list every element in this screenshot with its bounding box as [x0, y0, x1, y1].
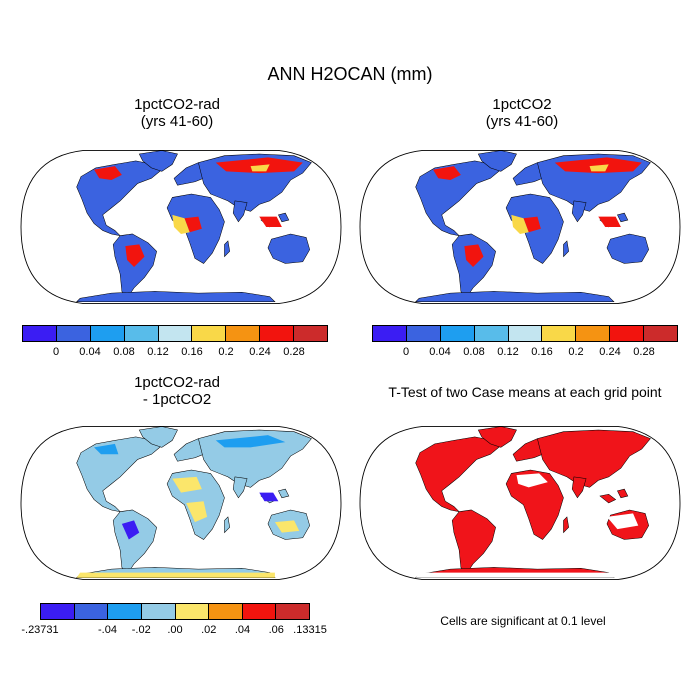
colorbar-swatch: [644, 326, 678, 341]
colorbar-swatch: [175, 604, 210, 619]
high-value-regions: [94, 157, 303, 267]
colorbar-swatch: [226, 326, 261, 341]
colorbar-swatch: [209, 604, 243, 619]
colorbar-swatch: [56, 326, 91, 341]
colorbar-tick-label: .13315: [293, 624, 327, 636]
colorbar-swatch: [276, 604, 309, 619]
colorbar-swatch: [474, 326, 509, 341]
colorbar-swatch: [108, 604, 142, 619]
panel3-title-line1: 1pctCO2-rad: [134, 374, 220, 391]
colorbar-tick-label: 0.24: [599, 346, 621, 358]
colorbar-swatch: [260, 326, 295, 341]
colorbar-tick-label: 0.12: [497, 346, 519, 358]
colorbar-tick-label: 0.16: [181, 346, 203, 358]
colorbar-panel2: [372, 325, 678, 342]
colorbar-swatch: [373, 326, 407, 341]
colorbar-tick-label: 0.04: [79, 346, 101, 358]
colorbar-swatch: [90, 326, 125, 341]
panel2-title: 1pctCO2 (yrs 41-60): [357, 96, 687, 130]
colorbar-swatch: [294, 326, 328, 341]
colorbar-swatch: [542, 326, 577, 341]
colorbar-swatch: [242, 604, 277, 619]
panel1-title-line1: 1pctCO2-rad: [134, 96, 220, 113]
colorbar-swatch: [124, 326, 159, 341]
map-panel-1pctco2: [359, 150, 681, 304]
colorbar-swatch: [141, 604, 176, 619]
colorbar-difference: [40, 603, 310, 620]
colorbar-tick-label: .02: [201, 624, 217, 636]
colorbar-tick-label: 0.08: [463, 346, 485, 358]
panel3-title: 1pctCO2-rad - 1pctCO2: [12, 374, 342, 408]
colorbar-panel2-labels: 0 0.04 0.08 0.12 0.16 0.2 0.24 0.28: [372, 346, 678, 360]
colorbar-tick-label: 0.2: [218, 346, 234, 358]
colorbar-swatch: [576, 326, 611, 341]
colorbar-difference-labels: -.23731 -.04 -.02 .00 .02 .04 .06 .13315: [21, 624, 326, 638]
colorbar-swatch: [508, 326, 543, 341]
panel4-title: T-Test of two Case means at each grid po…: [388, 384, 662, 400]
colorbar-swatch: [192, 326, 227, 341]
figure-title: ANN H2OCAN (mm): [267, 64, 433, 84]
panel2-title-line1: 1pctCO2: [492, 96, 552, 113]
colorbar-tick-label: 0.24: [249, 346, 271, 358]
significance-note: Cells are significant at 0.1 level: [440, 614, 606, 628]
colorbar-swatch: [406, 326, 441, 341]
colorbar-tick-label: .06: [268, 624, 284, 636]
colorbar-swatch: [158, 326, 193, 341]
panel1-title: 1pctCO2-rad (yrs 41-60): [12, 96, 342, 130]
colorbar-tick-label: 0.08: [113, 346, 135, 358]
map-panel-difference: [20, 426, 342, 580]
map-panel-1pctco2-rad: [20, 150, 342, 304]
panel3-title-line2: - 1pctCO2: [142, 391, 212, 408]
colorbar-tick-label: 0.04: [429, 346, 451, 358]
colorbar-panel1: [22, 325, 328, 342]
colorbar-swatch: [610, 326, 645, 341]
colorbar-tick-label: 0.28: [633, 346, 655, 358]
colorbar-tick-label: 0.28: [283, 346, 305, 358]
map-panel-ttest: [359, 426, 681, 580]
colorbar-swatch: [41, 604, 75, 619]
colorbar-swatch: [23, 326, 57, 341]
colorbar-tick-label: 0.16: [531, 346, 553, 358]
colorbar-panel1-labels: 0 0.04 0.08 0.12 0.16 0.2 0.24 0.28: [22, 346, 328, 360]
colorbar-swatch: [74, 604, 109, 619]
colorbar-tick-label: 0.2: [568, 346, 584, 358]
panel1-title-line2: (yrs 41-60): [140, 113, 214, 130]
colorbar-tick-label: .00: [167, 624, 183, 636]
colorbar-tick-label: -.02: [131, 624, 151, 636]
colorbar-tick-label: -.04: [98, 624, 117, 636]
colorbar-tick-label: .04: [234, 624, 251, 636]
colorbar-tick-label: 0: [402, 346, 410, 358]
colorbar-swatch: [440, 326, 475, 341]
panel2-title-line2: (yrs 41-60): [485, 113, 559, 130]
colorbar-tick-label: -.23731: [21, 624, 59, 636]
colorbar-tick-label: 0.12: [147, 346, 169, 358]
colorbar-tick-label: 0: [52, 346, 60, 358]
